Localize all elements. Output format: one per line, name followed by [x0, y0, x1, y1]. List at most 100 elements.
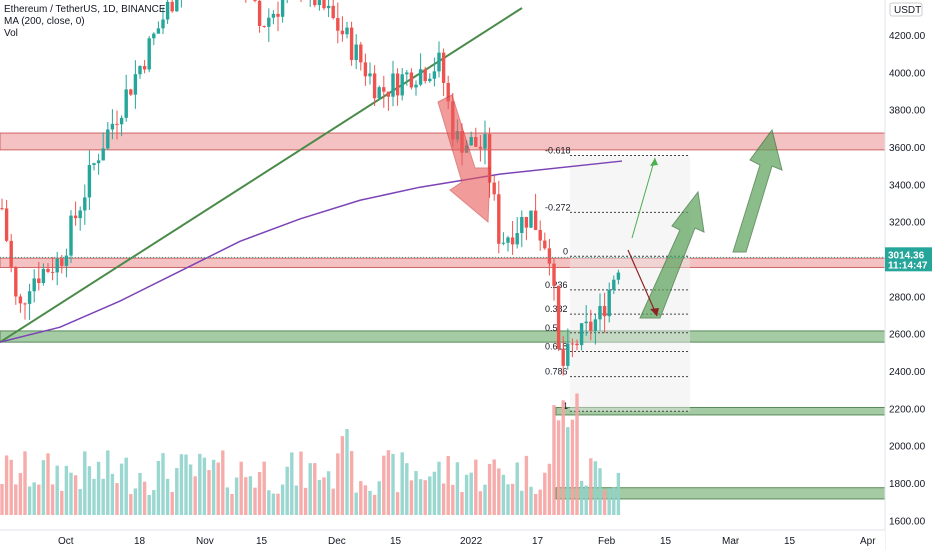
- volume-bar: [115, 483, 119, 515]
- candle-body: [18, 296, 23, 304]
- candle-body: [487, 134, 492, 183]
- volume-bar: [432, 471, 437, 515]
- volume-bar: [96, 461, 101, 515]
- volume-bar: [455, 462, 460, 515]
- price-tick-label: 1800.00: [889, 479, 926, 490]
- candle-body: [395, 73, 400, 96]
- chart-legend: Ethereum / TetherUS, 1D, BINANCE MA (200…: [4, 4, 166, 40]
- volume-bar: [529, 486, 533, 515]
- price-tick-label: 3600.00: [889, 143, 926, 154]
- trend-line: [0, 7, 523, 343]
- candle-body: [23, 303, 27, 305]
- volume-bar: [23, 451, 27, 515]
- volume-bar: [188, 464, 193, 515]
- volume-bar: [561, 400, 565, 515]
- candle-body: [124, 89, 128, 118]
- candle-body: [313, 0, 317, 6]
- volume-bar: [161, 453, 165, 515]
- volume-bar: [138, 473, 142, 515]
- candle-body: [326, 5, 331, 9]
- candle-body: [612, 279, 616, 290]
- volume-bar: [18, 473, 23, 515]
- candle-body: [382, 87, 386, 92]
- candle-body: [354, 44, 358, 60]
- volume-bar: [616, 473, 621, 515]
- candle-body: [543, 240, 547, 249]
- volume-bar: [280, 484, 285, 515]
- volume-bar: [83, 451, 87, 515]
- candle-body: [331, 5, 335, 19]
- volume-bar: [234, 477, 239, 515]
- volume-bar: [244, 477, 248, 515]
- volume-bar: [533, 493, 538, 515]
- candle-body: [363, 62, 368, 77]
- volume-bar: [437, 461, 441, 515]
- projection-down-line: [627, 249, 658, 317]
- volume-bar: [106, 450, 110, 515]
- candle-body: [584, 321, 588, 324]
- projection-up-arrowhead: [650, 158, 658, 166]
- candle-body: [570, 343, 575, 345]
- volume-bar: [386, 450, 391, 515]
- volume-bar: [0, 484, 4, 515]
- volume-bar: [193, 476, 197, 515]
- candle-body: [400, 74, 404, 96]
- current-price-value: 3014.36: [888, 250, 925, 261]
- time-tick-label: 2022: [460, 536, 483, 547]
- volume-bar: [285, 466, 289, 515]
- currency-badge: [889, 2, 923, 17]
- candle-body: [497, 194, 501, 244]
- volume-bar: [202, 457, 207, 515]
- volume-bar: [142, 481, 147, 515]
- candle-body: [69, 215, 73, 256]
- volume-bar: [299, 451, 303, 515]
- candle-body: [561, 348, 565, 366]
- candle-body: [14, 267, 18, 297]
- candle-body: [533, 210, 538, 230]
- zone-resistance-1: [0, 257, 886, 268]
- candle-body: [409, 72, 414, 88]
- price-tick-label: 2000.00: [889, 442, 926, 453]
- volume-bar: [478, 491, 483, 515]
- volume-bar: [336, 453, 340, 515]
- volume-bar: [271, 493, 276, 515]
- volume-bar: [345, 429, 349, 515]
- down-arrow: [437, 94, 491, 224]
- volume-bar: [198, 453, 202, 515]
- volume-bar: [584, 485, 588, 515]
- candle-body: [253, 0, 257, 1]
- symbol-title: Ethereum / TetherUS, 1D, BINANCE: [4, 4, 166, 15]
- volume-bar: [41, 460, 46, 515]
- projection-down-arrowhead: [650, 308, 659, 316]
- volume-bar: [46, 453, 50, 515]
- volume-bar: [14, 484, 18, 515]
- volume-bar: [55, 465, 59, 515]
- candle-body: [386, 91, 391, 97]
- volume-bar: [9, 459, 13, 515]
- volume-bar: [69, 472, 73, 515]
- volume-bar: [303, 487, 308, 515]
- volume-bar: [538, 489, 542, 515]
- candle-body: [501, 242, 506, 244]
- volume-bar: [101, 478, 105, 515]
- volume-bar: [322, 477, 326, 515]
- volume-bar: [506, 484, 510, 515]
- fib-label: 0.618: [545, 341, 568, 351]
- candle-body: [556, 285, 561, 349]
- volume-bar: [290, 452, 294, 515]
- candle-body: [589, 321, 593, 331]
- volume-bar: [119, 463, 124, 515]
- volume-bar: [460, 491, 464, 515]
- candle-body: [483, 134, 487, 149]
- volume-bar: [354, 492, 358, 515]
- candle-body: [524, 216, 529, 228]
- candle-body: [129, 89, 133, 95]
- ma-label: MA (200, close, 0): [4, 16, 85, 27]
- vol-label: Vol: [4, 28, 18, 39]
- volume-bar: [405, 463, 409, 515]
- volume-bar: [501, 474, 506, 515]
- time-tick-label: 15: [256, 536, 268, 547]
- price-tick-label: 2600.00: [889, 330, 926, 341]
